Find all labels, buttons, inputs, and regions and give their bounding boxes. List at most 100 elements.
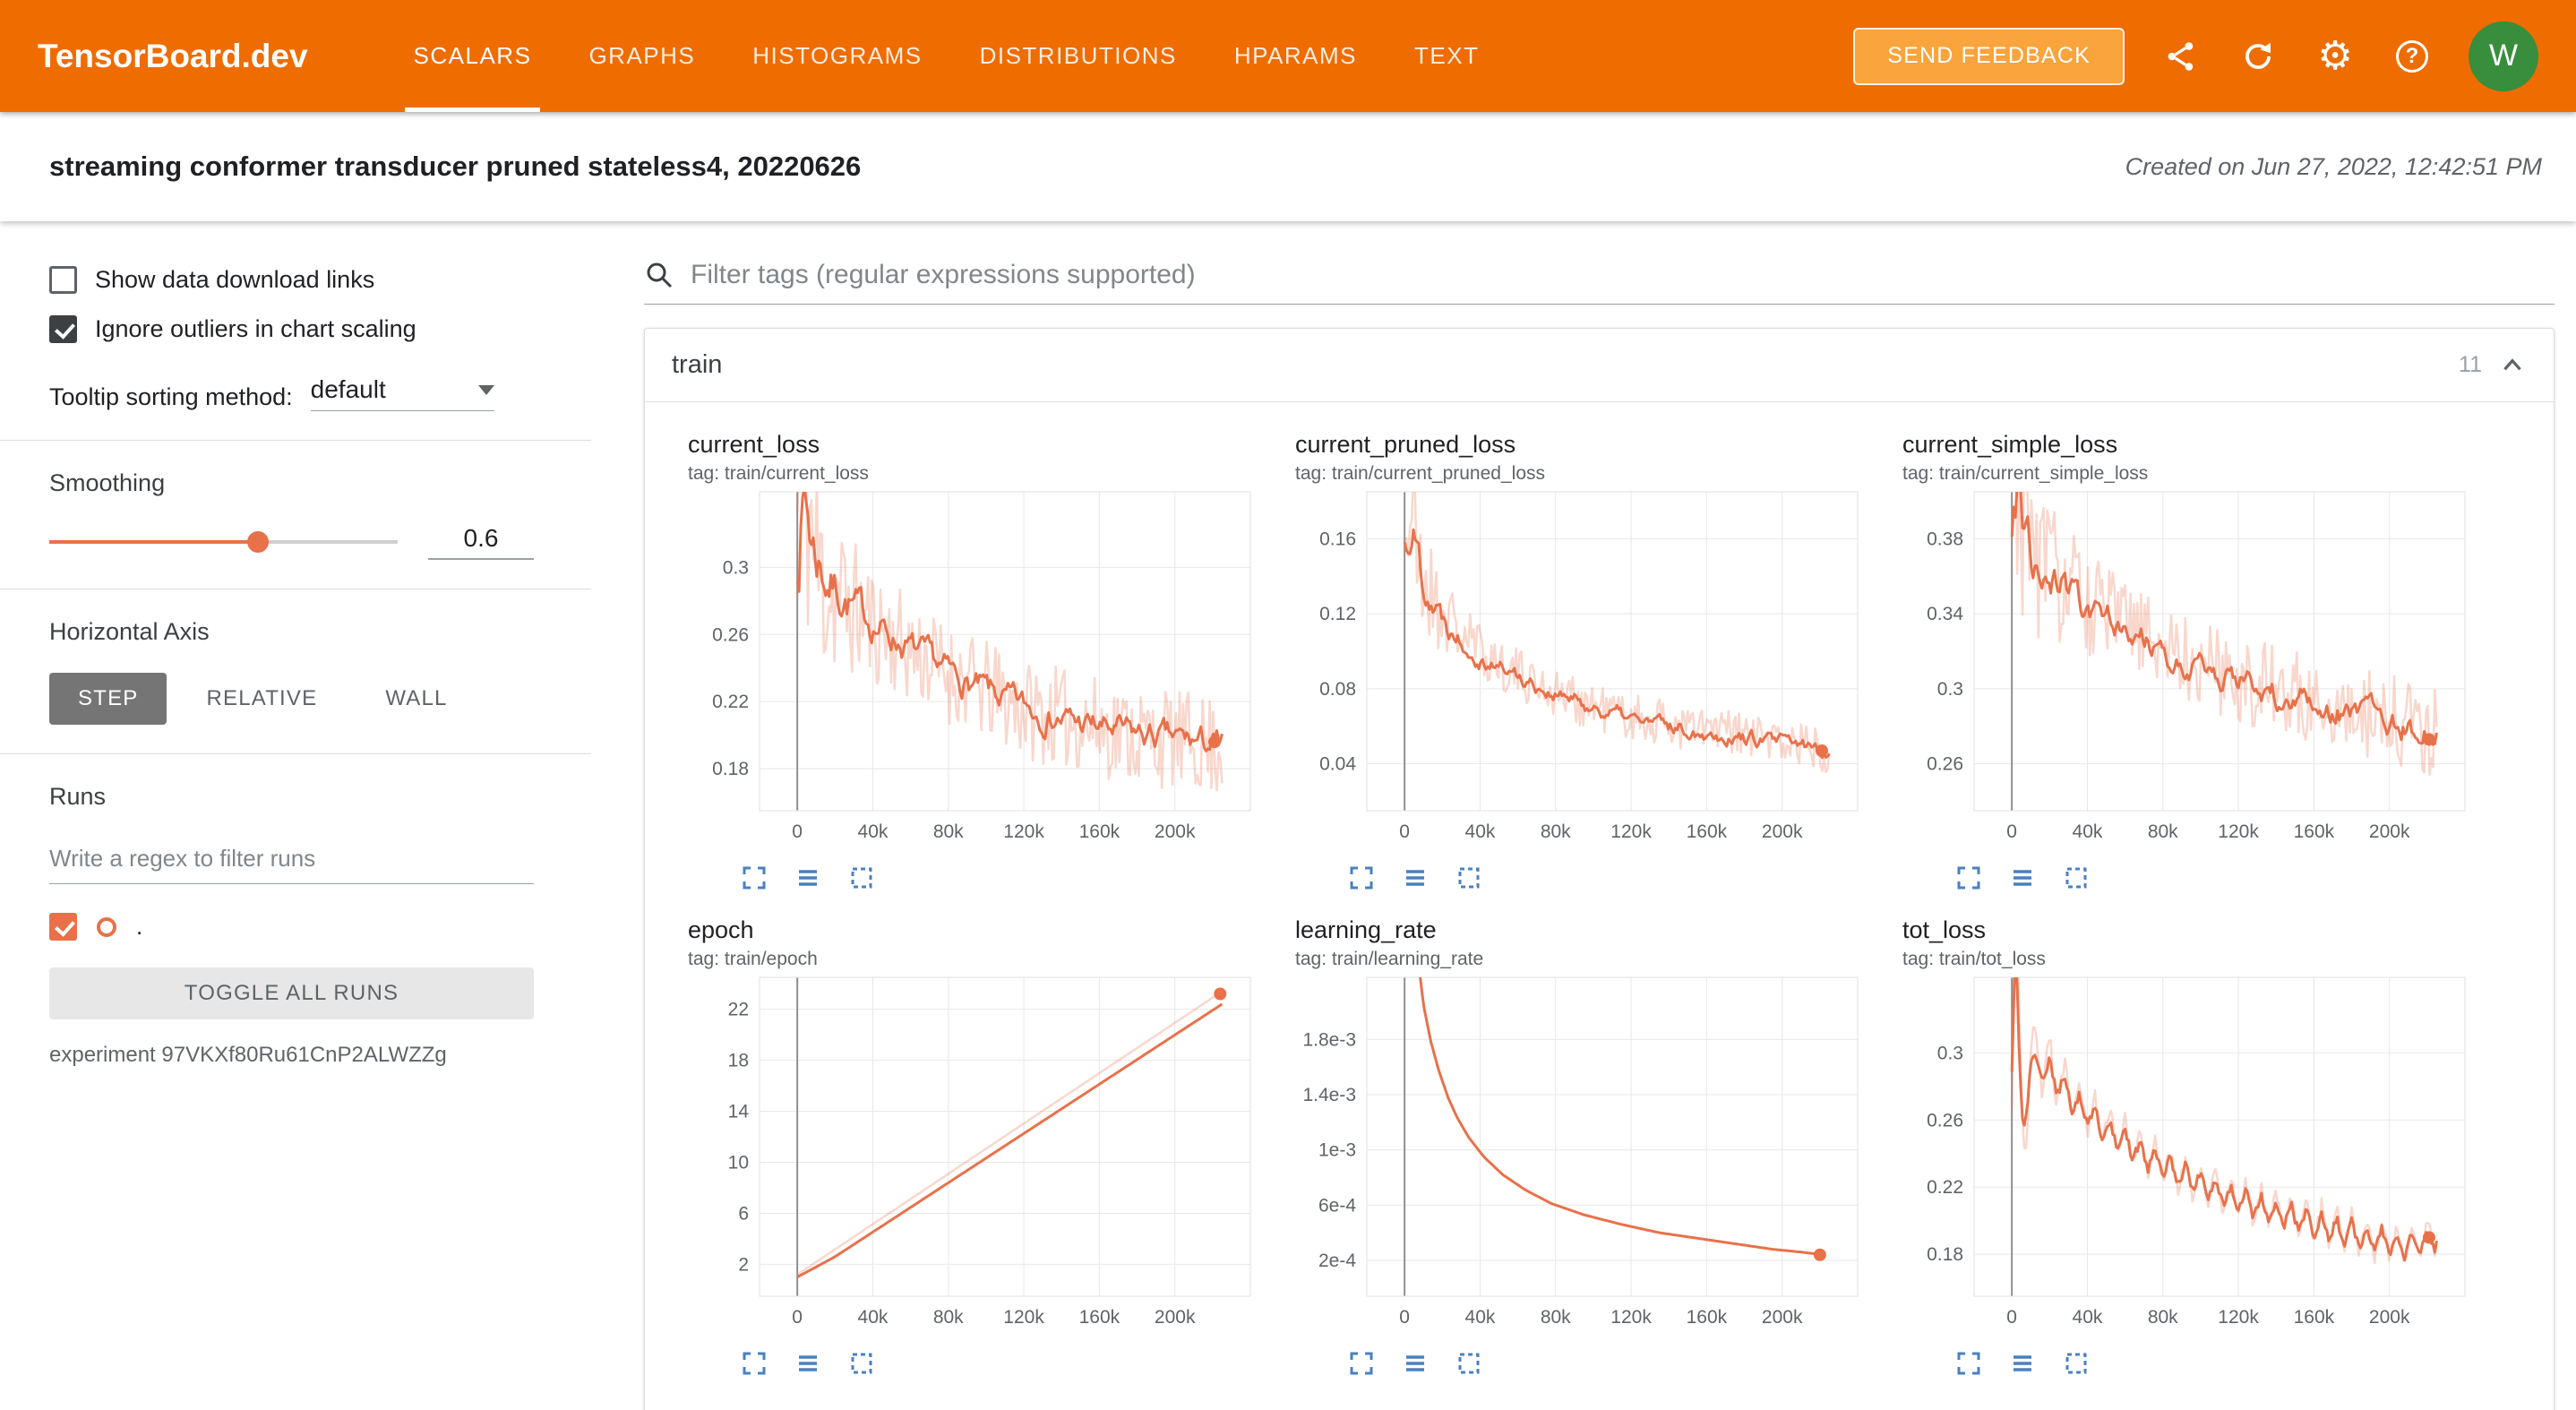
top-app-bar: TensorBoard.dev SCALARS GRAPHS HISTOGRAMS D… <box>0 0 2576 112</box>
expand-chart-icon[interactable] <box>740 864 769 893</box>
chart-tot_loss: tot_loss tag: train/tot_loss 0.18 0.22 0.26 0… <box>1902 916 2476 1379</box>
fit-domain-icon[interactable] <box>2062 864 2091 893</box>
svg-text:40k: 40k <box>1465 821 1496 842</box>
svg-text:2: 2 <box>738 1254 749 1275</box>
data-table-icon[interactable] <box>2008 1350 2037 1379</box>
share-icon[interactable] <box>2160 36 2202 77</box>
expand-chart-icon[interactable] <box>1347 1350 1376 1379</box>
chart-plot-epoch[interactable]: 2 6 10 14 18 22 0 40k 80k 120k 160k 200k <box>688 972 1261 1348</box>
group-header[interactable]: train 11 <box>645 329 2554 402</box>
svg-text:120k: 120k <box>1610 821 1652 842</box>
expand-chart-icon[interactable] <box>1954 1350 1983 1379</box>
svg-text:200k: 200k <box>1762 1307 1803 1328</box>
avatar[interactable]: W <box>2469 21 2538 91</box>
axis-step-button[interactable]: STEP <box>49 673 167 725</box>
chart-title: tot_loss <box>1902 916 1987 943</box>
settings-gear-icon[interactable]: ⚙ <box>2314 36 2356 77</box>
search-icon <box>647 262 673 288</box>
charts-grid: current_loss tag: train/current_loss 0.18 0… <box>645 402 2554 1410</box>
nav-tab-hparams[interactable]: HPARAMS <box>1233 42 1358 69</box>
svg-text:40k: 40k <box>858 821 889 842</box>
data-table-icon[interactable] <box>2008 864 2037 893</box>
ignore-outliers-row: Ignore outliers in chart scaling <box>49 315 534 343</box>
created-date: Created on Jun 27, 2022, 12:42:51 PM <box>2125 152 2542 180</box>
tag-filter-input[interactable] <box>689 259 2555 291</box>
svg-text:160k: 160k <box>1687 821 1728 842</box>
svg-text:0: 0 <box>792 821 803 842</box>
svg-text:0: 0 <box>2006 1307 2017 1328</box>
svg-text:40k: 40k <box>2073 1307 2103 1328</box>
fit-domain-icon[interactable] <box>847 1350 876 1379</box>
svg-text:200k: 200k <box>1155 1307 1196 1328</box>
help-icon[interactable]: ? <box>2391 36 2433 77</box>
nav-tab-text[interactable]: TEXT <box>1414 42 1480 69</box>
header-actions: SEND FEEDBACK ⚙ ? W <box>1853 0 2538 112</box>
data-table-icon[interactable] <box>1401 1350 1430 1379</box>
nav-tab-scalars[interactable]: SCALARS <box>404 0 541 112</box>
experiment-bar: streaming conformer transducer pruned st… <box>0 112 2576 221</box>
svg-text:80k: 80k <box>933 1307 964 1328</box>
axis-wall-button[interactable]: WALL <box>356 673 476 725</box>
expand-chart-icon[interactable] <box>740 1350 769 1379</box>
slider-thumb[interactable] <box>247 531 270 553</box>
data-table-icon[interactable] <box>1401 864 1430 893</box>
svg-text:14: 14 <box>728 1102 750 1122</box>
nav-tab-histograms[interactable]: HISTOGRAMS <box>752 42 923 69</box>
data-table-icon[interactable] <box>794 1350 822 1379</box>
chart-plot-current_loss[interactable]: 0.18 0.22 0.26 0.3 0 40k 80k 120k 160k 200k <box>688 486 1261 863</box>
svg-text:0.22: 0.22 <box>712 692 749 712</box>
svg-text:80k: 80k <box>2148 821 2178 842</box>
svg-text:0.38: 0.38 <box>1927 529 1963 549</box>
chart-learning_rate: learning_rate tag: train/learning_rate 2e-… <box>1295 916 1868 1379</box>
runs-label: Runs <box>49 783 107 810</box>
data-table-icon[interactable] <box>794 864 822 893</box>
svg-text:0.18: 0.18 <box>1927 1244 1963 1265</box>
svg-text:0: 0 <box>1399 821 1410 842</box>
toggle-all-runs-button[interactable]: TOGGLE ALL RUNS <box>49 967 534 1019</box>
smoothing-label: Smoothing <box>49 469 166 496</box>
runs-filter-input[interactable] <box>49 838 534 884</box>
settings-sidebar: Show data download links Ignore outliers… <box>0 221 591 1410</box>
refresh-icon[interactable] <box>2237 36 2279 77</box>
tooltip-sorting-select[interactable]: default <box>310 375 494 411</box>
checkbox-label: Show data download links <box>95 266 375 293</box>
chart-plot-tot_loss[interactable]: 0.18 0.22 0.26 0.3 0 40k 80k 120k 160k 200k <box>1902 972 2476 1348</box>
axis-relative-button[interactable]: RELATIVE <box>177 673 346 725</box>
svg-text:0.22: 0.22 <box>1927 1177 1963 1198</box>
smoothing-slider[interactable] <box>49 528 398 556</box>
chart-title: current_loss <box>688 431 820 458</box>
experiment-title: streaming conformer transducer pruned st… <box>49 150 862 182</box>
fit-domain-icon[interactable] <box>847 864 876 893</box>
chart-title: current_pruned_loss <box>1295 431 1516 458</box>
app-title[interactable]: TensorBoard.dev <box>38 37 308 74</box>
divider <box>0 440 591 441</box>
chart-plot-learning_rate[interactable]: 2e-4 6e-4 1e-3 1.4e-3 1.8e-3 0 40k 80k 120k 160k 2… <box>1295 972 1868 1348</box>
nav-tab-graphs[interactable]: GRAPHS <box>588 42 696 69</box>
run-checkbox[interactable] <box>49 913 77 941</box>
collapse-chevron-up-icon[interactable] <box>2498 351 2527 380</box>
svg-text:0.26: 0.26 <box>1927 1110 1963 1131</box>
run-color-swatch <box>97 916 116 937</box>
expand-chart-icon[interactable] <box>1954 864 1983 893</box>
svg-text:200k: 200k <box>1155 821 1196 842</box>
fit-domain-icon[interactable] <box>2062 1350 2091 1379</box>
svg-text:0.3: 0.3 <box>1937 679 1963 700</box>
fit-domain-icon[interactable] <box>1455 1350 1483 1379</box>
ignore-outliers-checkbox[interactable] <box>49 315 77 343</box>
send-feedback-button[interactable]: SEND FEEDBACK <box>1853 27 2125 85</box>
fit-domain-icon[interactable] <box>1455 864 1483 893</box>
svg-text:6: 6 <box>738 1203 749 1224</box>
svg-text:80k: 80k <box>1541 821 1571 842</box>
smoothing-value-input[interactable] <box>428 524 534 560</box>
nav-tab-distributions[interactable]: DISTRIBUTIONS <box>979 42 1177 69</box>
expand-chart-icon[interactable] <box>1347 864 1376 893</box>
chart-title: current_simple_loss <box>1902 431 2118 458</box>
svg-text:1.8e-3: 1.8e-3 <box>1302 1029 1356 1050</box>
horizontal-axis-label: Horizontal Axis <box>49 618 210 645</box>
svg-text:0: 0 <box>792 1307 803 1328</box>
chart-plot-current_pruned_loss[interactable]: 0.04 0.08 0.12 0.16 0 40k 80k 120k 160k 200k <box>1295 486 1868 863</box>
show-download-links-checkbox[interactable] <box>49 266 77 294</box>
chart-plot-current_simple_loss[interactable]: 0.26 0.3 0.34 0.38 0 40k 80k 120k 160k 200k <box>1902 486 2476 863</box>
svg-text:0.12: 0.12 <box>1319 604 1356 624</box>
svg-text:160k: 160k <box>1079 1307 1121 1328</box>
